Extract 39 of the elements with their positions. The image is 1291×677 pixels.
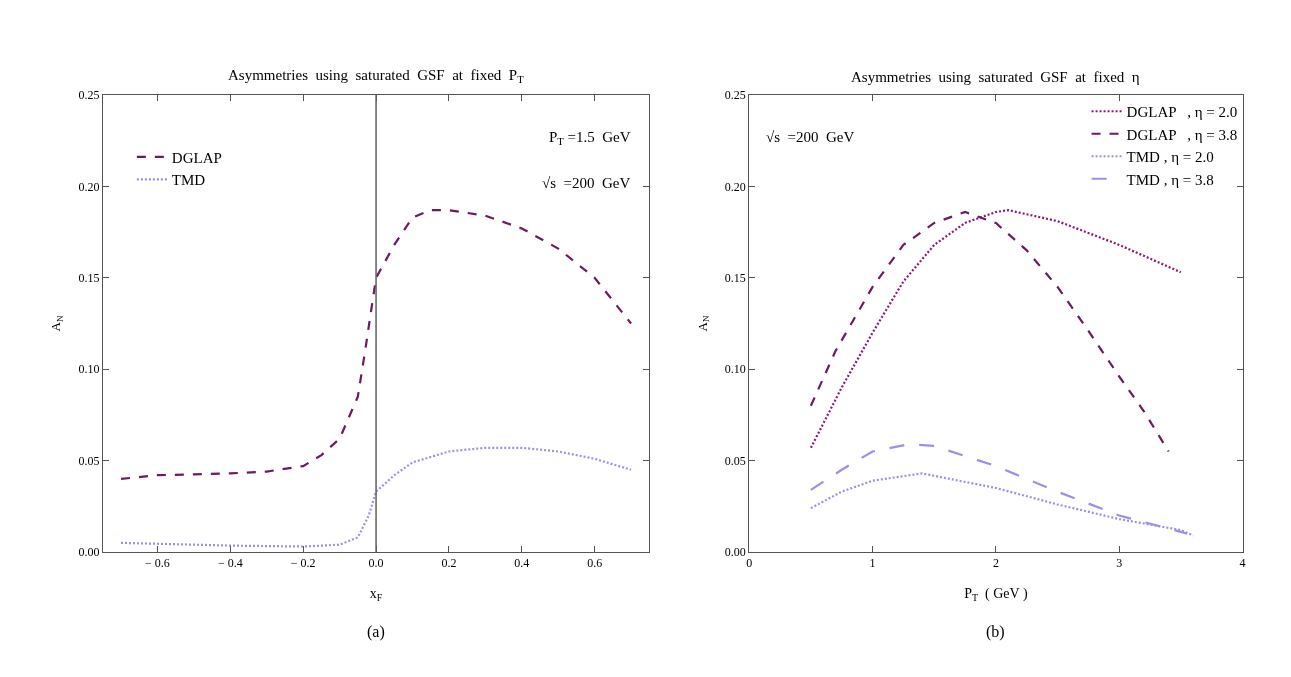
annotation: √s =200 GeV xyxy=(542,175,631,191)
y-tick-label: 0.15 xyxy=(724,271,746,285)
x-tick-label: − 0.6 xyxy=(145,556,170,571)
x-tick-label: − 0.4 xyxy=(217,556,243,571)
x-tick-label: 0 xyxy=(746,556,753,571)
x-tick-label: − 0.2 xyxy=(290,556,316,571)
chart-title: Asymmetries using saturated GSF at fixed η xyxy=(851,69,1140,85)
legend-label: DGLAP , η = 2.0 xyxy=(1126,104,1238,121)
y-tick-label: 0.05 xyxy=(724,453,746,468)
annotation: P$_{T}$ =1.5 GeV xyxy=(549,129,631,148)
y-tick-label: 0.25 xyxy=(78,88,100,103)
x-tick-label: 4 xyxy=(1239,556,1246,571)
x-tick-label: 1 xyxy=(869,556,876,571)
x-tick-label: 3 xyxy=(1116,556,1123,571)
annotation: √s =200 GeV xyxy=(766,129,855,145)
y-tick-label: 0.20 xyxy=(724,179,746,194)
text: (b) xyxy=(986,623,1005,641)
x-axis-title: x$_{F}$ xyxy=(369,585,383,603)
legend-label: DGLAP , η = 3.8 xyxy=(1126,126,1238,143)
x-tick-label: 2 xyxy=(992,556,999,571)
x-tick-label: 0.4 xyxy=(514,556,530,571)
y-tick-label: 0.20 xyxy=(78,179,100,194)
y-tick-label: 0.10 xyxy=(724,362,746,377)
x-tick-label: 0.2 xyxy=(441,556,457,571)
y-tick-label: 0.25 xyxy=(724,88,746,103)
legend-label: DGLAP xyxy=(171,149,222,166)
x-axis-title: P$_{T}$ ( GeV ) xyxy=(964,585,1028,603)
y-tick-label: 0.05 xyxy=(78,453,100,468)
y-tick-label: 0.00 xyxy=(78,545,100,560)
y-tick-label: 0.00 xyxy=(724,545,746,560)
y-tick-label: 0.15 xyxy=(78,271,100,285)
y-tick-label: 0.10 xyxy=(78,362,100,377)
text: (a) xyxy=(367,623,385,641)
x-tick-label: 0.0 xyxy=(368,556,384,571)
x-tick-label: 0.6 xyxy=(587,556,603,571)
legend-label: TMD , η = 3.8 xyxy=(1126,171,1214,188)
chart-title: Asymmetries using saturated GSF at fixed P$_{T}$ xyxy=(228,67,525,86)
legend-label: TMD , η = 2.0 xyxy=(1126,149,1214,166)
legend-label: TMD xyxy=(171,172,206,189)
